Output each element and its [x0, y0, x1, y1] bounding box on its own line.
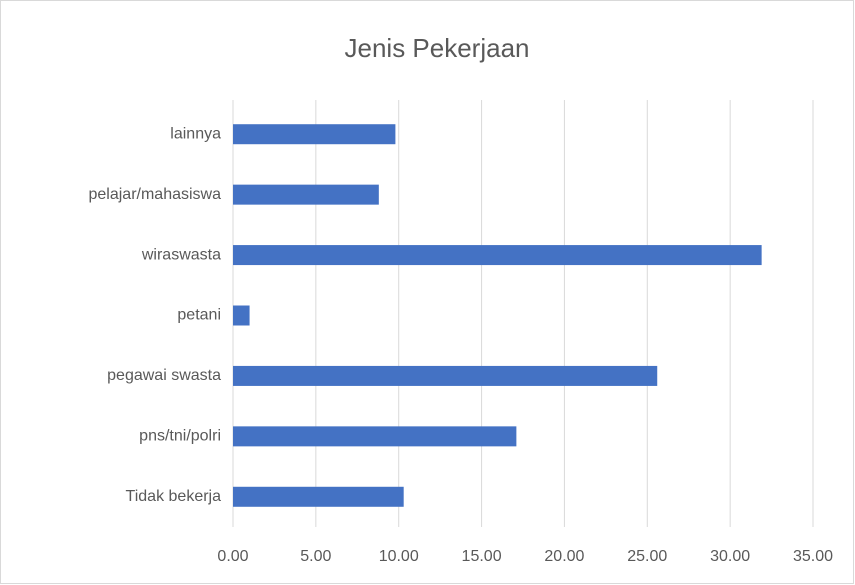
bar	[233, 184, 379, 205]
x-tick-label: 0.00	[217, 548, 248, 565]
y-tick-label: lainnya	[170, 125, 221, 142]
y-tick-label: pegawai swasta	[107, 367, 221, 384]
bar	[233, 124, 396, 145]
chart-title: Jenis Pekerjaan	[345, 33, 530, 63]
bar	[233, 486, 404, 507]
y-tick-label: pelajar/mahasiswa	[88, 186, 221, 203]
y-tick-label: petani	[177, 307, 221, 324]
x-tick-label: 20.00	[544, 548, 584, 565]
x-tick-label: 5.00	[300, 548, 331, 565]
y-tick-label: Tidak bekerja	[126, 488, 222, 505]
y-tick-label: pns/tni/polri	[139, 428, 221, 445]
x-tick-label: 30.00	[710, 548, 750, 565]
x-tick-label: 15.00	[462, 548, 502, 565]
bar	[233, 245, 762, 266]
bar	[233, 305, 250, 326]
x-tick-label: 10.00	[379, 548, 419, 565]
bar	[233, 426, 517, 447]
y-tick-label: wiraswasta	[141, 246, 221, 263]
x-tick-label: 35.00	[793, 548, 833, 565]
bar	[233, 365, 658, 386]
x-tick-label: 25.00	[627, 548, 667, 565]
